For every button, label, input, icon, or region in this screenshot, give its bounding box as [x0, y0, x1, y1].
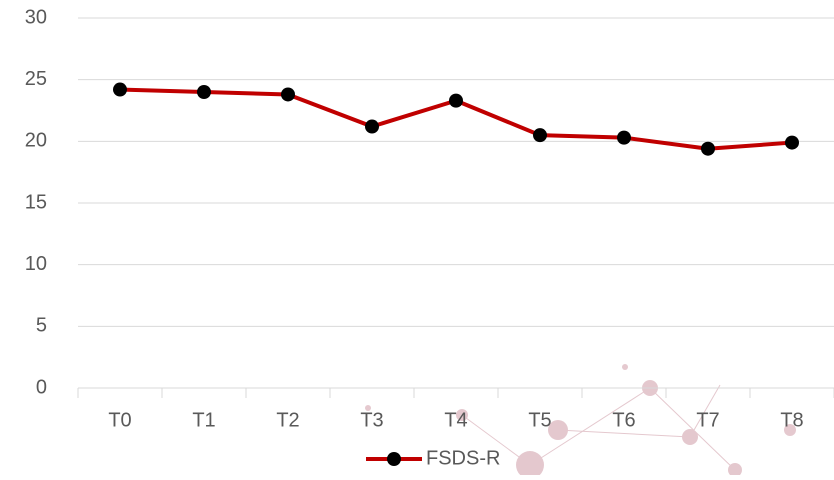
y-tick-label: 10 — [25, 253, 47, 275]
marker — [701, 141, 715, 156]
x-tick-label: T6 — [612, 409, 635, 431]
y-tick-label: 15 — [25, 191, 47, 213]
marker — [449, 93, 463, 108]
x-tick-label: T7 — [696, 409, 719, 431]
marker — [785, 135, 799, 150]
marker — [113, 82, 127, 97]
y-tick-label: 25 — [25, 68, 47, 90]
y-tick-label: 0 — [36, 376, 47, 398]
x-tick-label: T4 — [444, 409, 467, 431]
x-tick-label: T0 — [108, 409, 131, 431]
y-tick-label: 30 — [25, 6, 47, 28]
x-tick-label: T2 — [276, 409, 299, 431]
x-tick-label: T5 — [528, 409, 551, 431]
x-tick-label: T1 — [192, 409, 215, 431]
legend-label: FSDS-R — [426, 447, 500, 469]
x-tick-label: T8 — [780, 409, 803, 431]
y-tick-label: 20 — [25, 130, 47, 152]
marker — [533, 128, 547, 143]
x-tick-label: T3 — [360, 409, 383, 431]
legend-marker — [387, 452, 401, 466]
y-tick-label: 5 — [36, 315, 47, 337]
marker — [365, 119, 379, 134]
marker — [617, 130, 631, 145]
marker — [197, 85, 211, 99]
marker — [281, 87, 295, 102]
